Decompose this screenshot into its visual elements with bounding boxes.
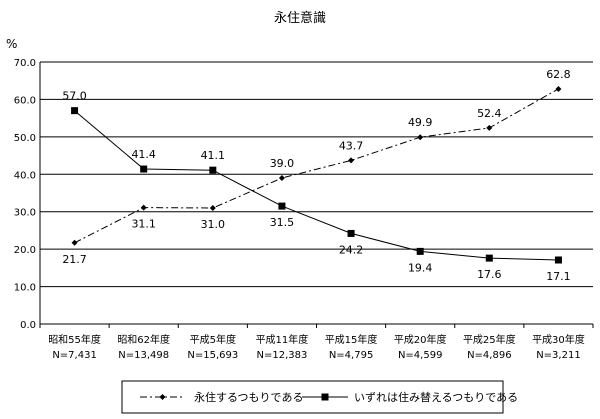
- data-label: 52.4: [477, 107, 502, 120]
- x-category-label: 平成11年度: [256, 333, 309, 346]
- y-tick-labels: 0.0 10.0 20.0 30.0 40.0 50.0 60.0 70.0: [14, 58, 36, 331]
- y-tick-label: 30.0: [14, 208, 36, 219]
- y-axis-unit: %: [6, 37, 17, 51]
- x-category-label: 昭和62年度: [117, 333, 170, 346]
- grid-lines: [40, 61, 593, 288]
- legend-label-resident: 永住するつもりである: [194, 390, 303, 404]
- legend-label-relocate: いずれは住み替えるつもりである: [354, 390, 518, 404]
- data-label: 24.2: [339, 243, 364, 256]
- y-tick-label: 10.0: [14, 283, 36, 294]
- data-point-diamond: [140, 204, 147, 211]
- data-label: 39.0: [270, 157, 295, 170]
- data-label: 17.6: [477, 268, 502, 281]
- x-sample-size-label: N=15,693: [187, 350, 238, 361]
- x-category-label: 平成25年度: [463, 333, 516, 346]
- x-sample-size-label: N=7,431: [52, 350, 97, 361]
- data-label: 17.1: [546, 270, 571, 283]
- chart-title: 永住意識: [274, 10, 326, 26]
- data-point-diamond: [71, 239, 78, 246]
- series-lines: [71, 85, 562, 264]
- data-point-diamond: [486, 124, 493, 131]
- legend: 永住するつもりである いずれは住み替えるつもりである: [121, 380, 518, 414]
- data-point-diamond: [278, 175, 285, 182]
- data-point-square: [485, 254, 493, 262]
- y-tick-label: 0.0: [20, 320, 36, 331]
- legend-marker-square: [321, 393, 329, 401]
- x-category-label: 平成20年度: [394, 333, 447, 346]
- data-point-diamond: [209, 204, 216, 211]
- x-sample-size-label: N=13,498: [118, 350, 169, 361]
- data-point-square: [347, 229, 355, 237]
- data-label: 31.0: [201, 218, 226, 231]
- data-point-square: [209, 166, 217, 174]
- x-category-label: 昭和55年度: [48, 333, 101, 346]
- x-category-label: 平成15年度: [325, 333, 378, 346]
- data-point-diamond: [417, 134, 424, 141]
- y-tick-label: 60.0: [14, 95, 36, 106]
- x-category-label: 平成5年度: [190, 333, 236, 346]
- x-sample-size-label: N=12,383: [257, 350, 308, 361]
- series-line-resident: [74, 88, 559, 244]
- data-label: 62.8: [546, 68, 571, 81]
- data-point-square: [278, 202, 286, 210]
- data-labels: 21.7 31.1 31.0 39.0 43.7 49.9 52.4 62.8 57.0 41.4…: [62, 68, 570, 283]
- data-point-diamond: [348, 157, 355, 164]
- data-label: 19.4: [408, 261, 433, 274]
- data-label: 41.4: [131, 148, 156, 161]
- x-sample-size-label: N=4,795: [329, 350, 374, 361]
- y-tick-label: 50.0: [14, 133, 36, 144]
- data-point-square: [416, 247, 424, 255]
- data-label: 49.9: [408, 116, 433, 129]
- data-point-diamond: [555, 85, 562, 92]
- data-label: 31.1: [131, 218, 156, 231]
- data-point-square: [71, 107, 79, 115]
- data-point-square: [554, 256, 562, 264]
- y-tick-label: 70.0: [14, 58, 36, 69]
- axes: [39, 62, 594, 328]
- x-category-labels: 昭和55年度 N=7,431 昭和62年度 N=13,498 平成5年度 N=15,693…: [48, 333, 585, 361]
- data-label: 43.7: [339, 139, 364, 152]
- x-sample-size-label: N=3,211: [536, 350, 581, 361]
- data-point-square: [140, 165, 148, 173]
- x-sample-size-label: N=4,896: [467, 350, 512, 361]
- data-label: 41.1: [201, 149, 226, 162]
- series-line-relocate: [74, 110, 559, 261]
- x-category-label: 平成30年度: [532, 333, 585, 346]
- y-tick-label: 20.0: [14, 245, 36, 256]
- x-sample-size-label: N=4,599: [398, 350, 443, 361]
- y-tick-label: 40.0: [14, 170, 36, 181]
- data-label: 31.5: [270, 216, 295, 229]
- data-label: 21.7: [62, 253, 87, 266]
- data-label: 57.0: [62, 90, 87, 103]
- legend-marker-diamond: [159, 394, 166, 400]
